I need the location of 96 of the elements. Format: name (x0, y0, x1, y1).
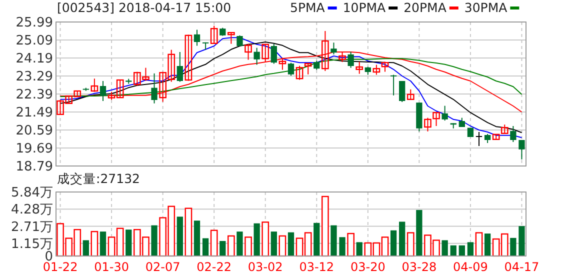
candlestick (390, 74, 397, 96)
candlestick (356, 61, 364, 74)
candlestick (194, 29, 200, 46)
candlestick (270, 43, 277, 64)
bar (262, 222, 270, 257)
candlestick (348, 51, 354, 68)
x-tick-label: 03-28 (402, 260, 437, 274)
x-tick-label: 04-17 (504, 260, 540, 274)
bar (151, 225, 158, 256)
legend-label: 30PMA (464, 0, 508, 15)
bar (510, 238, 516, 256)
x-tick-label: 03-12 (299, 260, 334, 274)
candlestick (210, 25, 218, 44)
bar (322, 196, 329, 257)
bar (82, 240, 89, 256)
candlestick (314, 60, 320, 70)
bar (518, 226, 525, 256)
x-tick-label: 02-22 (196, 260, 232, 274)
x-tick-label: 04-09 (453, 260, 488, 274)
y-tick-label: 25.99 (16, 16, 53, 30)
candlestick (381, 61, 389, 72)
bar (475, 232, 483, 257)
bar (442, 240, 448, 256)
bar (450, 245, 456, 256)
y-tick-label: 1.15万 (11, 236, 53, 252)
bar (100, 232, 106, 256)
x-tick-label: 03-02 (248, 260, 283, 274)
bar (220, 240, 226, 256)
bar (330, 225, 337, 256)
bar (228, 235, 235, 257)
bar (210, 230, 218, 257)
bar (90, 230, 98, 257)
candlestick (151, 72, 158, 104)
candlestick (184, 34, 192, 82)
legend-label: 10PMA (342, 0, 386, 15)
candlestick (442, 105, 448, 122)
legend-label: 5PMA (290, 0, 326, 15)
candlestick (288, 62, 294, 76)
y-tick-label: 18.79 (16, 160, 53, 174)
bar (416, 210, 422, 256)
candlestick (254, 47, 260, 66)
candlestick (518, 140, 525, 160)
candlestick (176, 52, 183, 82)
bar (458, 245, 465, 256)
x-tick-label: 03-20 (350, 260, 386, 274)
candlestick (476, 132, 482, 146)
candlestick (330, 42, 337, 55)
candlestick (90, 78, 98, 92)
bar (184, 208, 192, 257)
bar (406, 232, 414, 257)
bar (314, 222, 320, 256)
y-tick-label: 2.71万 (11, 220, 53, 235)
candlestick (432, 112, 440, 126)
legend-label: 20PMA (404, 0, 447, 15)
bar (126, 230, 132, 256)
bar (339, 237, 346, 256)
candlestick (296, 65, 304, 80)
candlestick (424, 117, 432, 132)
bar (390, 230, 397, 256)
y-tick-label: 25.09 (16, 34, 53, 48)
y-tick-label: 23.29 (16, 70, 53, 84)
bar (484, 234, 491, 256)
bar (236, 232, 243, 256)
candlestick (100, 80, 106, 102)
bar (356, 242, 362, 256)
bar (176, 216, 183, 256)
candlestick (372, 64, 380, 76)
bar (278, 235, 286, 257)
candlestick (304, 62, 312, 75)
bar (467, 242, 474, 256)
bar (244, 236, 252, 257)
y-tick-label: 21.49 (16, 106, 53, 120)
candlestick (278, 57, 286, 70)
bar (194, 220, 200, 256)
y-tick-label: 24.19 (16, 52, 53, 66)
y-tick-label: 5.84万 (11, 186, 53, 200)
y-tick-label: 19.69 (16, 142, 53, 156)
chart-title: [002543] 2018-04-17 15:00 (57, 0, 232, 15)
y-tick-label: 4.28万 (11, 202, 53, 218)
bar (202, 238, 209, 256)
candlestick (244, 43, 252, 60)
bar (288, 232, 294, 256)
bar (254, 223, 260, 256)
bar (347, 232, 354, 257)
candlestick (228, 32, 235, 44)
y-tick-label: 20.59 (16, 124, 53, 138)
y-tick-label: 22.39 (16, 88, 53, 102)
candlestick (510, 126, 516, 142)
candlestick (399, 80, 406, 102)
candlestick (406, 88, 414, 100)
bar (399, 222, 406, 256)
x-tick-label: 01-30 (94, 260, 129, 274)
x-tick-label: 01-22 (42, 260, 78, 274)
bar (270, 232, 277, 256)
x-tick-label: 02-07 (145, 260, 180, 274)
chart-title: 成交量:27132 (57, 171, 140, 186)
